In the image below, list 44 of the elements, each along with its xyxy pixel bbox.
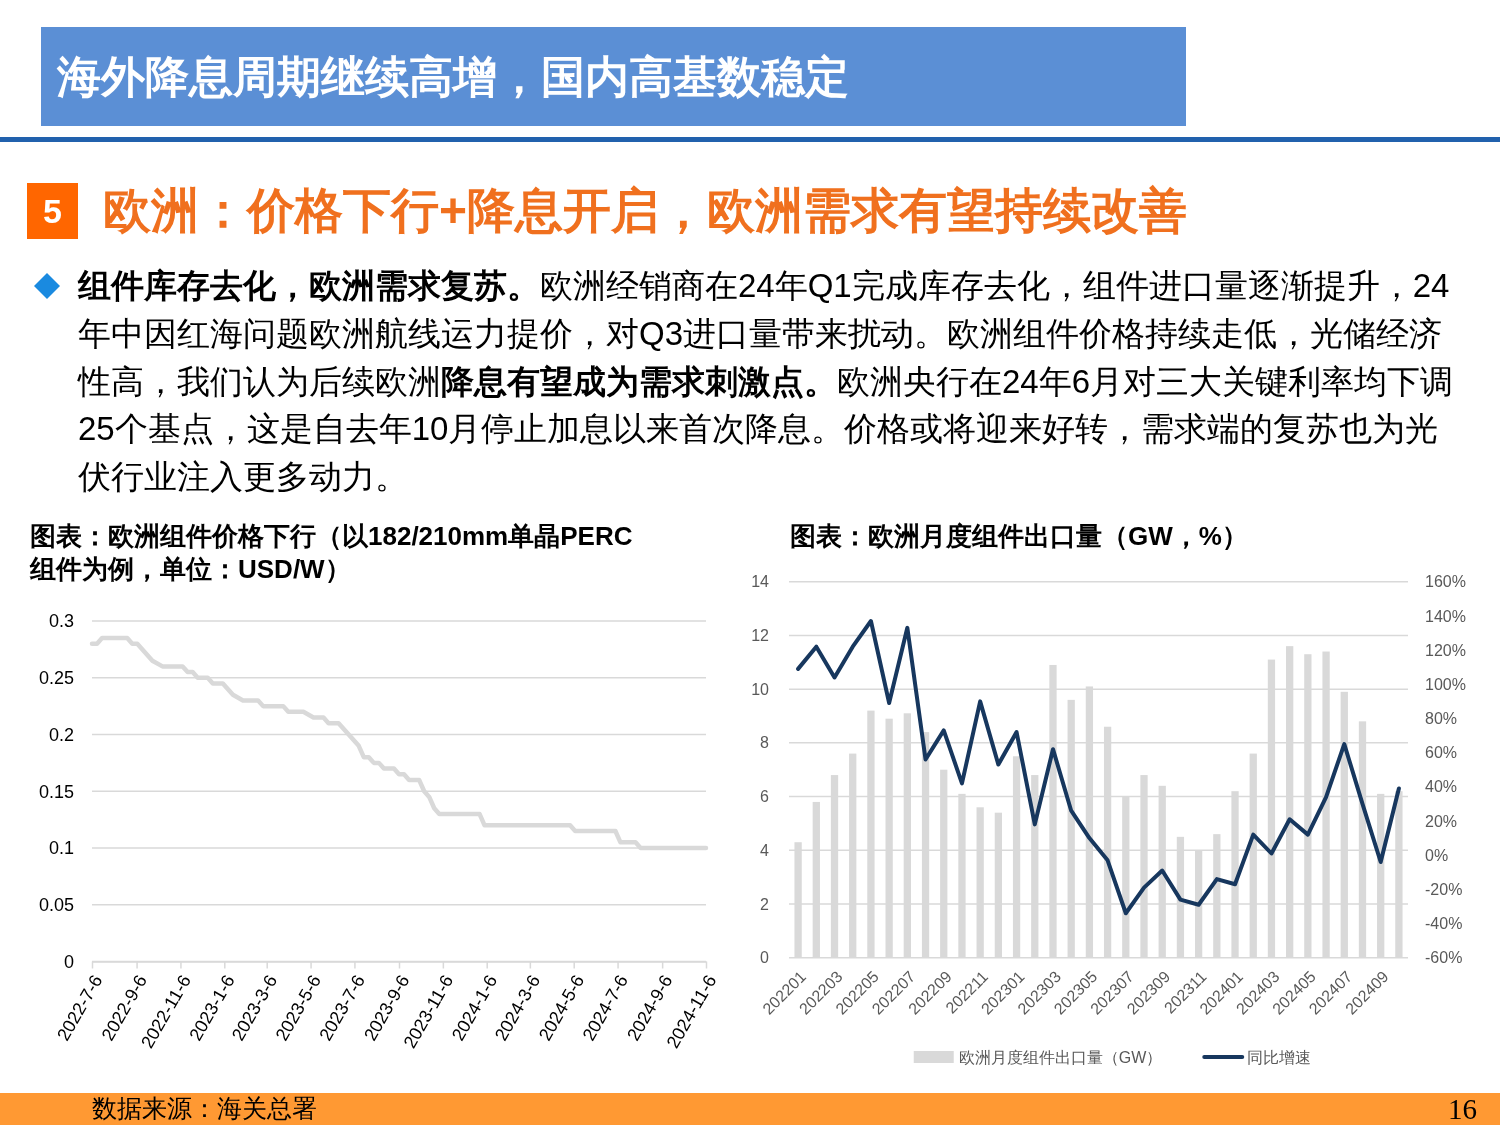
y-tick-label: 0.05 [38, 895, 74, 916]
y-tick-label: 0 [760, 949, 770, 967]
y2-tick-label: 140% [1425, 607, 1466, 625]
y-tick-label: 10 [751, 680, 770, 698]
y2-tick-label: 0% [1425, 846, 1449, 864]
y-tick-label: 0.2 [48, 724, 74, 745]
y-tick-label: 0.1 [48, 838, 74, 859]
y-tick-label: 14 [751, 573, 770, 591]
source-note: 数据来源：海关总署 [92, 1093, 317, 1123]
y2-tick-label: 100% [1425, 675, 1466, 693]
y-tick-label: 0.15 [38, 781, 74, 802]
y-tick-label: 8 [760, 734, 770, 752]
y-tick-label: 0.25 [38, 668, 74, 689]
y-tick-label: 0.3 [48, 611, 74, 632]
line-series [796, 619, 1401, 916]
y2-tick-label: -40% [1425, 915, 1463, 933]
y-tick-label: 0 [63, 951, 74, 972]
y2-tick-label: 20% [1425, 812, 1458, 830]
y2-tick-label: -60% [1425, 949, 1463, 967]
y2-tick-label: 40% [1425, 778, 1458, 796]
text: 海外降息周期继续高增，国内高基数稳定 [57, 51, 849, 103]
y-tick-label: 12 [751, 627, 770, 645]
chart-title: 图表：欧洲月度组件出口量（GW，%） [790, 520, 1249, 553]
text: 降息有望成为需求刺激点。 [441, 361, 837, 402]
chart-title: 图表：欧洲组件价格下行（以182/210mm单晶PERC组件为例，单位：USD/W） [30, 520, 634, 586]
text: 组件库存去化，欧洲需求复苏。 [78, 266, 540, 306]
y2-tick-label: 80% [1425, 710, 1458, 728]
y2-tick-label: -20% [1425, 880, 1463, 898]
text: 伏行业注入更多动力。 [78, 457, 408, 497]
text: 25个基点，这是自去年10月停止加息以来首次降息。价格或将迎来好转，需求端的复苏也为光 [78, 409, 1439, 450]
legend-label: 欧洲月度组件出口量（GW） [958, 1048, 1163, 1066]
text: 欧洲：价格下行+降息开启，欧洲需求有望持续改善 [103, 183, 1188, 239]
y2-tick-label: 60% [1425, 744, 1458, 762]
text: 性高，我们认为后续欧洲 [78, 361, 441, 402]
text: 16 [1447, 1093, 1477, 1125]
text: 欧洲经销商在24年Q1完成库存去化，组件进口量逐渐提升，24 [540, 266, 1450, 306]
y-tick-label: 4 [760, 841, 770, 859]
y-tick-label: 2 [760, 895, 770, 913]
y-tick-label: 6 [760, 788, 770, 806]
legend-label: 同比增速 [1247, 1048, 1312, 1066]
text: 欧洲央行在24年6月对三大关键利率均下调 [837, 361, 1454, 402]
text: 年中因红海问题欧洲航线运力提价，对Q3进口量带来扰动。欧洲组件价格持续走低，光储经济 [78, 313, 1443, 354]
y2-tick-label: 120% [1425, 641, 1466, 659]
y2-tick-label: 160% [1425, 573, 1466, 591]
